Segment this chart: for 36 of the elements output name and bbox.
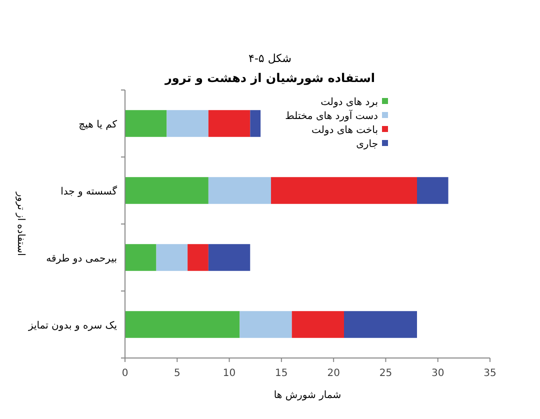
y-tick-label: گسسته و جدا (60, 186, 118, 198)
bar (166, 110, 208, 137)
bar (250, 110, 261, 137)
x-tick-label: 25 (379, 368, 392, 379)
bar (125, 110, 167, 137)
bar (240, 311, 292, 338)
legend-label: برد های دولت (320, 97, 378, 108)
x-tick-label: 30 (431, 368, 444, 379)
bar (125, 244, 156, 271)
bar (156, 244, 188, 271)
x-tick-label: 5 (174, 368, 180, 379)
x-tick-label: 20 (327, 368, 340, 379)
y-tick-label: یک سره و بدون تمایز (27, 320, 118, 332)
x-tick-label: 10 (222, 368, 236, 379)
legend-label: باخت های دولت (312, 125, 378, 136)
y-tick-label: بیرحمی دو طرقه (46, 254, 117, 264)
bar (125, 311, 240, 338)
bar (417, 177, 448, 204)
chart-subtitle: استفاده شورشیان از دهشت و ترور (164, 71, 375, 85)
bar (208, 177, 271, 204)
bar (208, 110, 250, 137)
legend-label: دست آورد های مختلط (285, 109, 378, 122)
x-tick-label: 35 (484, 368, 496, 379)
chart-title: شکل ۵-۴ (248, 52, 292, 65)
bar (271, 177, 417, 204)
bar (208, 244, 250, 271)
y-axis-title: استفاده از ترور (15, 191, 26, 256)
legend-label: جاری (356, 139, 378, 150)
x-axis-title: شمار شورش ها (274, 390, 342, 401)
bar (188, 244, 208, 271)
bar (292, 311, 344, 338)
y-tick-label: کم یا هیچ (78, 120, 118, 130)
bar (344, 311, 417, 338)
x-tick-label: 15 (275, 368, 288, 379)
bar (125, 177, 208, 204)
x-tick-label: 0 (122, 368, 128, 379)
